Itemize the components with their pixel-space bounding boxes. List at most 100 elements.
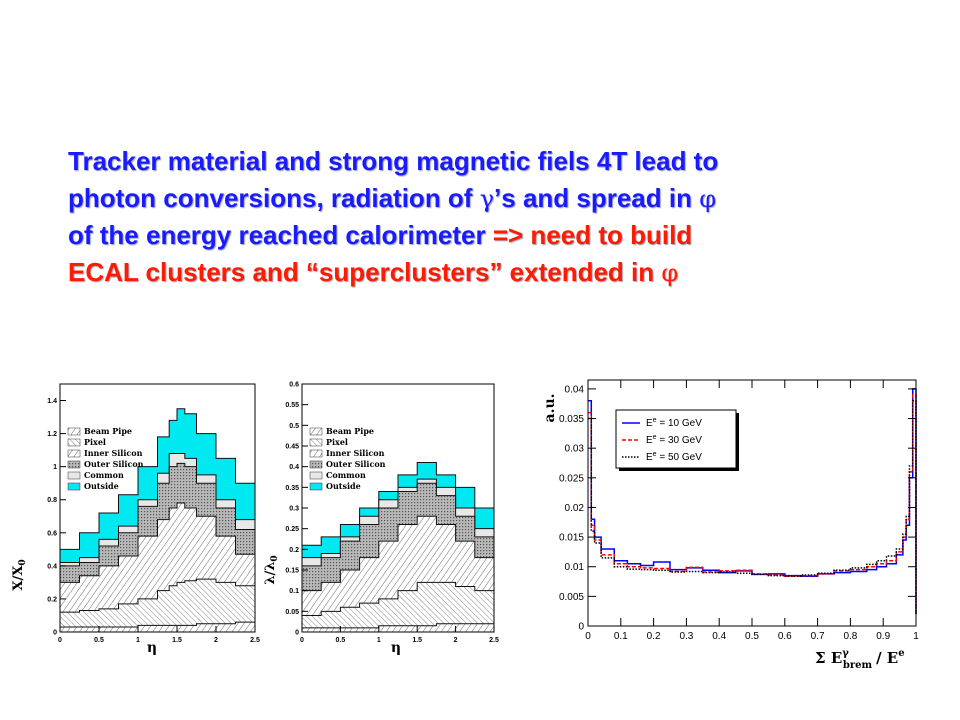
legend-label: Ee = 30 GeV <box>646 434 702 446</box>
x-tick-label: 0.8 <box>843 631 857 642</box>
legend-shadow-bottom <box>619 468 739 471</box>
x-tick-label: 0 <box>585 631 591 642</box>
y-tick-label: 0.45 <box>285 444 299 451</box>
legend-label: Outside <box>84 481 119 491</box>
legend-label: Common <box>84 470 124 480</box>
y-tick-label: 0 <box>578 622 584 633</box>
headline-text: Tracker material and strong magnetic fie… <box>68 143 898 291</box>
legend-label: Outer Silicon <box>326 459 386 469</box>
x-tick-label: 1 <box>913 631 919 642</box>
y-tick-label: 0.35 <box>285 485 299 492</box>
y-tick-label: 0.25 <box>285 526 299 533</box>
area-beam-pipe <box>301 623 495 633</box>
chart1-xlabel: η <box>147 640 157 656</box>
y-tick-label: 0.03 <box>565 444 585 455</box>
y-tick-label: 0.4 <box>289 464 299 471</box>
legend-box <box>615 409 737 469</box>
series-line-1 <box>588 388 917 615</box>
headline-line-2b: ’s and spread in <box>494 182 700 213</box>
x-tick-label: 2 <box>214 637 218 644</box>
series-line-3 <box>588 399 917 615</box>
y-tick-label: 1.2 <box>47 431 57 438</box>
phi-symbol-2: φ <box>661 258 679 287</box>
y-tick-label: 0.005 <box>559 592 584 603</box>
y-tick-label: 0.05 <box>285 609 299 616</box>
x-tick-label: 1 <box>136 637 140 644</box>
brem-fraction-chart: 0 0.1 0.2 0.3 0.4 0.5 0.6 0.7 0.8 0.9 1 0 0.005 0.01 0… <box>542 379 919 671</box>
chart3-xlabel: Σ Eγ brem / Ee <box>815 648 905 671</box>
y-tick-label: 0.4 <box>47 563 57 570</box>
x-tick-label: 0.5 <box>94 637 104 644</box>
y-tick-label: 0.6 <box>289 382 299 389</box>
y-tick-label: 0.55 <box>285 402 299 409</box>
y-tick-label: 0.04 <box>565 384 585 395</box>
legend-swatch <box>67 460 81 469</box>
y-tick-label: 0 <box>295 630 299 637</box>
legend-swatch <box>309 427 323 436</box>
chart2-ylabel: λ/λ0 <box>263 555 280 584</box>
y-tick-label: 0.2 <box>289 547 299 554</box>
y-tick-label: 0.3 <box>289 506 299 513</box>
y-tick-label: 0.1 <box>289 588 299 595</box>
x-tick-label: 0.2 <box>647 631 661 642</box>
x-tick-label: 0.4 <box>712 631 726 642</box>
x-tick-label: 1 <box>377 637 381 644</box>
gamma-symbol: γ <box>479 184 495 213</box>
legend-swatch <box>67 482 81 491</box>
legend-label: Pixel <box>84 437 106 447</box>
x-tick-label: 1.5 <box>412 637 422 644</box>
plot-frame <box>59 383 256 633</box>
material-budget-chart: 0 0.5 1 1.5 2 2.5 0 0.2 0.4 0.6 0.8 1 1.2 1.4 Beam Pi… <box>11 383 260 656</box>
legend-swatch <box>309 482 323 491</box>
x-tick-label: 2 <box>454 637 458 644</box>
headline-line-2a: photon conversions, radiation of <box>68 182 480 213</box>
x-tick-label: 1.5 <box>172 637 182 644</box>
y-tick-label: 0.035 <box>559 414 584 425</box>
area-beam-pipe <box>59 620 256 633</box>
x-tick-label: 0.5 <box>745 631 759 642</box>
area-pixel <box>59 578 256 633</box>
x-tick-label: 0.3 <box>679 631 693 642</box>
legend-swatch <box>309 460 323 469</box>
y-tick-label: 0.5 <box>289 423 299 430</box>
x-tick-label: 2.5 <box>489 637 499 644</box>
legend-swatch <box>67 427 81 436</box>
legend-swatch <box>309 471 323 480</box>
x-tick-label: 0 <box>58 637 62 644</box>
y-tick-label: 0.01 <box>565 562 585 573</box>
legend-label: Ee = 50 GeV <box>646 451 702 463</box>
x-tick-label: 0.6 <box>778 631 792 642</box>
x-tick-label: 0.9 <box>876 631 890 642</box>
x-tick-label: 0.7 <box>811 631 825 642</box>
y-tick-label: 1.4 <box>47 398 57 405</box>
chart1-ylabel: X/X0 <box>11 559 28 590</box>
x-tick-label: 0 <box>300 637 304 644</box>
legend-swatch <box>309 438 323 447</box>
legend-label: Inner Silicon <box>84 448 143 458</box>
legend-swatch <box>309 449 323 458</box>
area-pixel <box>301 581 495 633</box>
y-tick-label: 0.2 <box>47 596 57 603</box>
chart3-ylabel: a.u. <box>542 394 558 423</box>
legend-shadow-right <box>736 413 739 471</box>
legend-label: Outside <box>326 481 361 491</box>
interaction-length-chart: 0 0.5 1 1.5 2 2.5 0 0.05 0.1 0.15 0.2 0.25 0.3 0.35 0.… <box>263 382 499 657</box>
legend-label: Beam Pipe <box>326 426 374 436</box>
y-tick-label: 0.15 <box>285 568 299 575</box>
legend-label: Pixel <box>326 437 348 447</box>
y-tick-label: 0.8 <box>47 497 57 504</box>
phi-symbol: φ <box>699 184 717 213</box>
legend-label: Outer Silicon <box>84 459 144 469</box>
headline-line-4: ECAL clusters and “superclusters” extend… <box>68 256 662 287</box>
x-tick-label: 0.1 <box>614 631 628 642</box>
headline-line-1: Tracker material and strong magnetic fie… <box>68 146 719 176</box>
chart2-xlabel: η <box>391 640 401 656</box>
legend-swatch <box>67 438 81 447</box>
headline-line-3a: of the energy reached calorimeter <box>68 220 486 250</box>
headline-line-3b: => need to build <box>485 220 693 250</box>
y-tick-label: 0.02 <box>565 503 585 514</box>
legend-label: Common <box>326 470 366 480</box>
y-tick-label: 1 <box>53 464 57 471</box>
legend-label: Ee = 10 GeV <box>646 417 702 429</box>
legend-label: Inner Silicon <box>326 448 385 458</box>
